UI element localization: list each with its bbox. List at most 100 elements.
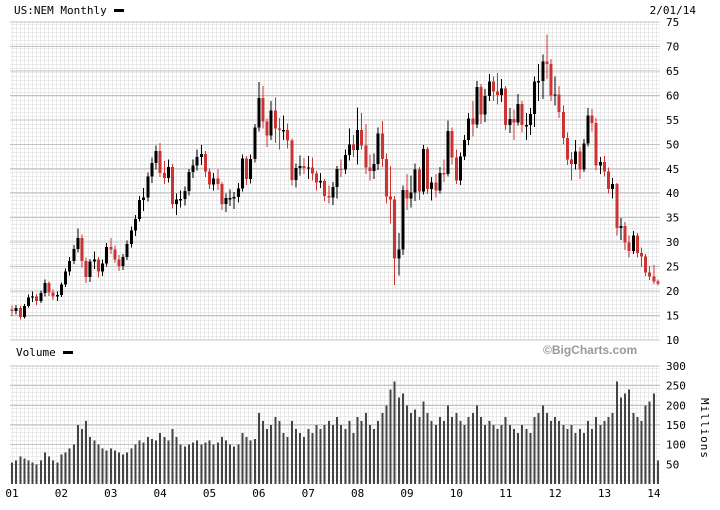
candle-body (269, 110, 273, 136)
x-axis-label: 06 (252, 487, 265, 500)
volume-bar (315, 425, 318, 484)
candle-body (450, 131, 454, 158)
candle-body (55, 294, 59, 297)
volume-bar (208, 440, 211, 484)
candle-body (121, 256, 125, 267)
candle-body (59, 284, 63, 295)
volume-bar (323, 425, 326, 484)
candle-body (208, 171, 212, 185)
volume-bar (607, 417, 610, 484)
candle-body (413, 169, 417, 193)
volume-tick-label: 50 (666, 458, 679, 471)
volume-bar (118, 452, 121, 484)
candle-body (265, 121, 269, 136)
candle-body (18, 308, 22, 318)
candle-body (619, 226, 623, 228)
candle-body (549, 64, 553, 96)
volume-bar (414, 409, 417, 484)
volume-label: Volume (16, 346, 56, 359)
volume-bar (64, 452, 67, 484)
volume-bar (537, 413, 540, 484)
volume-bar (142, 442, 145, 484)
volume-bar (480, 417, 483, 484)
candle-body (565, 137, 569, 160)
volume-bar (525, 428, 528, 484)
candle-body (397, 249, 401, 259)
volume-bar (426, 413, 429, 484)
candle-body (282, 130, 286, 132)
volume-bars (11, 381, 659, 484)
candle-body (249, 158, 253, 180)
volume-bar (471, 413, 474, 484)
candle-body (88, 261, 92, 277)
volume-bar (290, 421, 293, 484)
candle-body (310, 167, 314, 174)
candle-body (216, 178, 220, 184)
candle-body (356, 130, 360, 151)
volume-bar (274, 417, 277, 484)
candle-body (578, 151, 582, 170)
volume-bar (245, 436, 248, 484)
candle-body (171, 166, 174, 204)
volume-bar (648, 401, 651, 484)
candle-body (166, 166, 170, 179)
volume-bar (554, 417, 557, 484)
price-tick-label: 10 (666, 334, 679, 347)
volume-bar (652, 393, 655, 484)
volume-bar (385, 405, 388, 484)
x-axis-label: 10 (450, 487, 463, 500)
volume-bar (381, 413, 384, 484)
volume-bar (331, 425, 334, 484)
volume-bar (89, 436, 92, 484)
volume-bar (517, 432, 520, 484)
candle-body (150, 162, 154, 177)
volume-bar (356, 417, 359, 484)
volume-bar (97, 444, 100, 484)
volume-bar (615, 381, 618, 484)
volume-bar (167, 440, 170, 484)
volume-bar (187, 444, 190, 484)
candle-body (68, 261, 72, 272)
candle-body (323, 181, 327, 197)
candle-body (639, 252, 643, 257)
volume-bar (101, 448, 104, 484)
x-axis-label: 11 (499, 487, 512, 500)
candle-body (302, 165, 306, 168)
candle-body (602, 161, 606, 172)
volume-bar (533, 417, 536, 484)
candle-body (343, 155, 347, 170)
volume-bar (249, 440, 252, 484)
candle-body (537, 81, 541, 83)
volume-bar (196, 440, 199, 484)
candle-body (574, 151, 578, 164)
volume-bar (492, 425, 495, 484)
volume-bar (422, 401, 425, 484)
candle-body (409, 192, 413, 199)
volume-bar (52, 460, 55, 484)
volume-bar (253, 438, 256, 484)
candle-body (426, 149, 430, 189)
candle-body (607, 171, 611, 189)
candle-body (146, 176, 150, 198)
volume-bar (393, 381, 396, 484)
volume-bar (257, 413, 260, 484)
candle-body (467, 118, 471, 140)
chart-title-row: US:NEM Monthly (14, 4, 124, 17)
volume-bar (587, 421, 590, 484)
volume-bar (241, 432, 244, 484)
candle-body (380, 133, 384, 159)
volume-bar (204, 442, 207, 484)
volume-bar (558, 421, 561, 484)
axis-tick-labels: 75 70 65 60 55 50 45 40 35 30 25 20 15 10 300 250 200 150… (666, 16, 686, 471)
candle-body (72, 249, 76, 262)
candle-body (627, 242, 631, 251)
candle-body (570, 159, 574, 164)
volume-bar (447, 405, 450, 484)
x-axis-label: 03 (104, 487, 117, 500)
candle-body (129, 230, 133, 245)
volume-bar (405, 405, 408, 484)
candle-body (96, 259, 100, 272)
volume-bar (373, 428, 376, 484)
volume-bar (352, 432, 355, 484)
